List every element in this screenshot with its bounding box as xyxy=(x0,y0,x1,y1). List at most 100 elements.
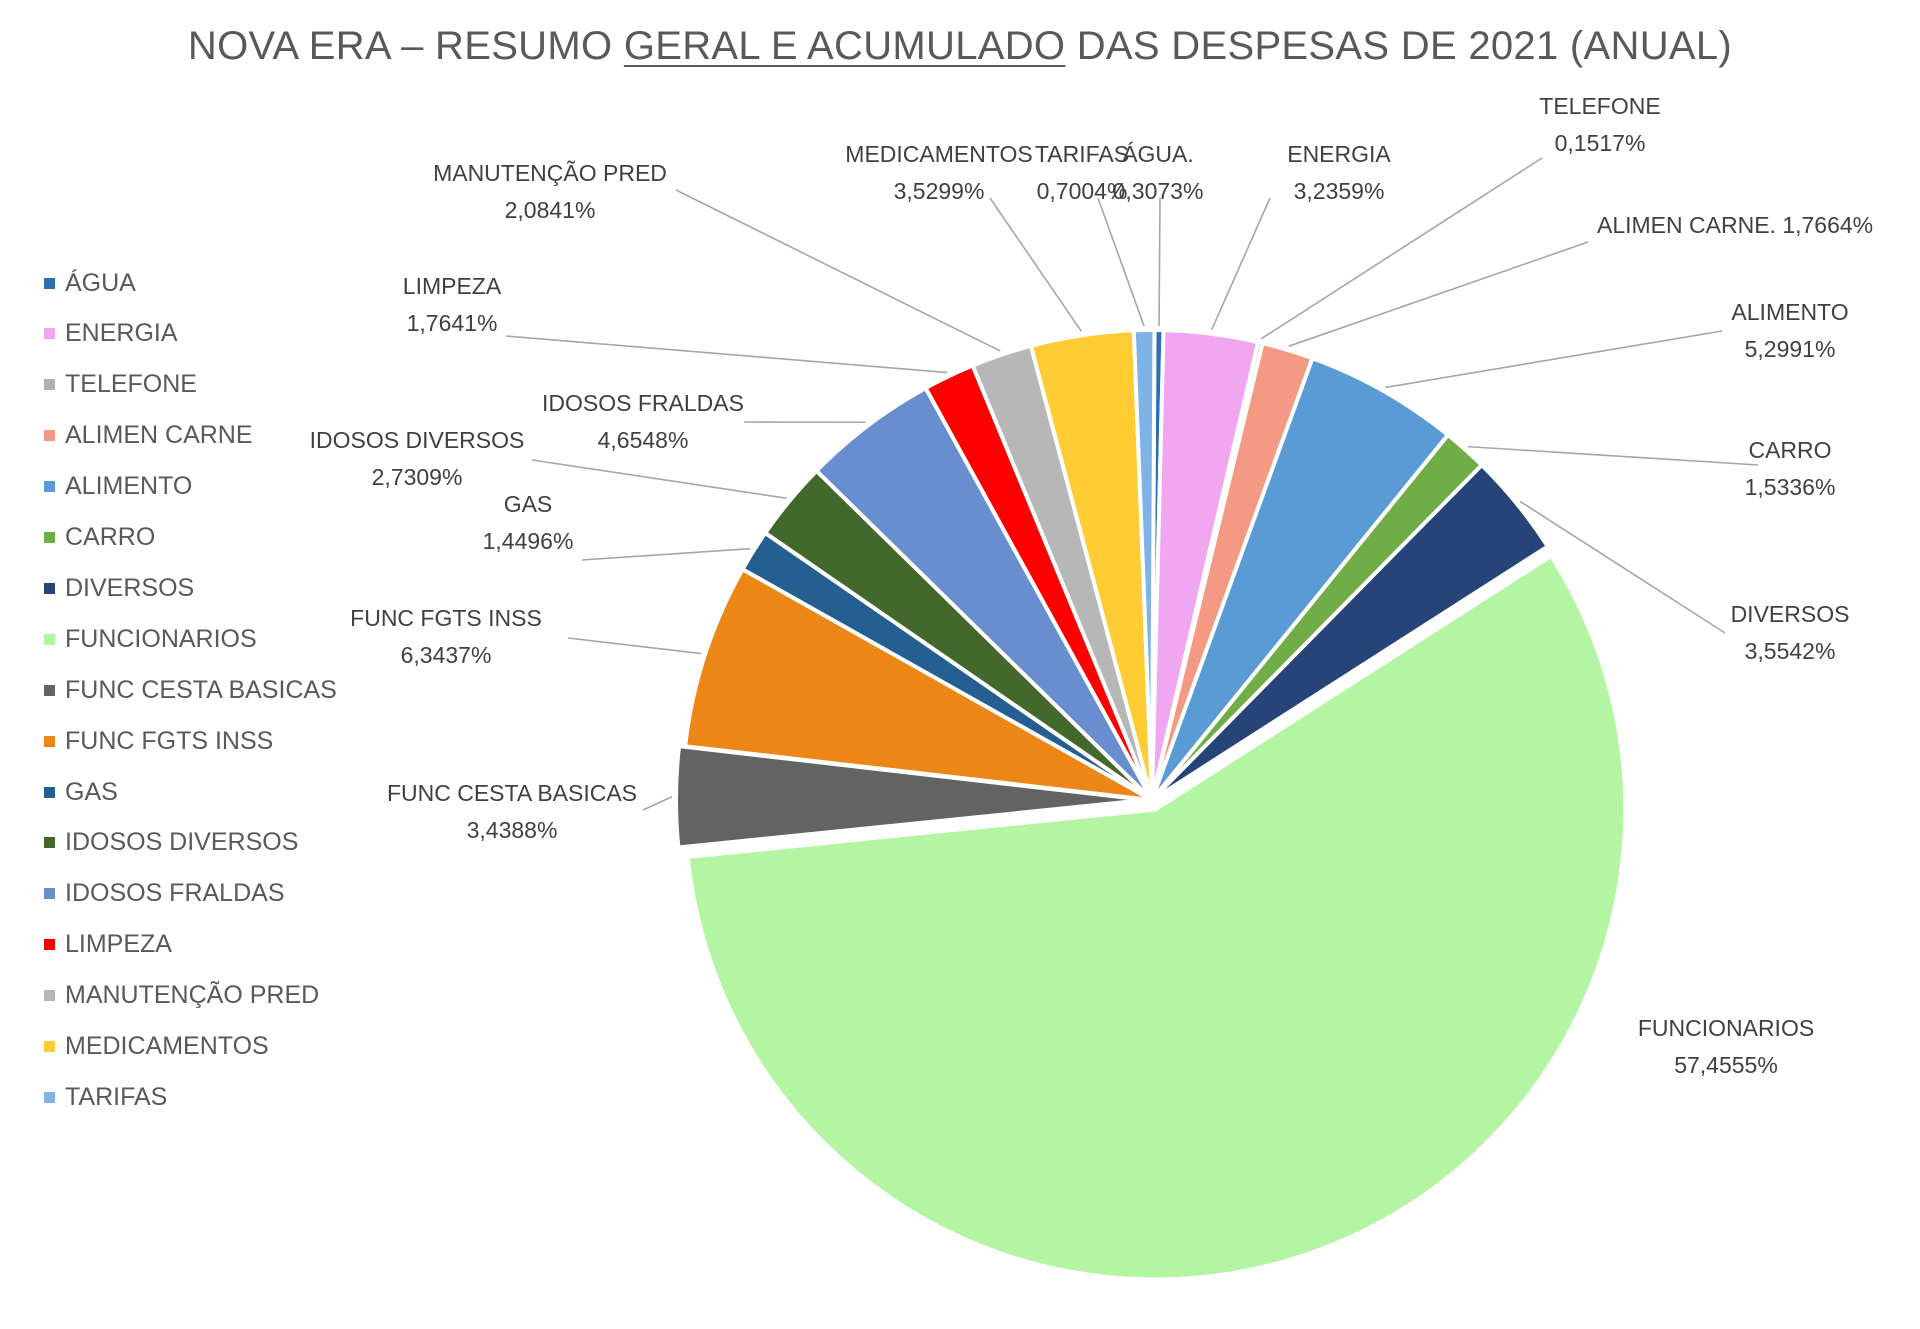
slice-label: TELEFONE xyxy=(1539,93,1660,119)
slice-value-label: 2,7309% xyxy=(372,464,463,490)
leader-line xyxy=(505,335,948,374)
legend-swatch xyxy=(44,684,55,696)
legend-item: IDOSOS DIVERSOS xyxy=(44,826,298,860)
legend-swatch xyxy=(44,786,55,798)
slice-value-label: 3,4388% xyxy=(467,817,558,843)
legend-swatch xyxy=(44,277,55,289)
legend-swatch xyxy=(44,481,55,493)
legend-label: IDOSOS FRALDAS xyxy=(65,879,285,908)
legend-label: IDOSOS DIVERSOS xyxy=(65,828,299,857)
legend-item: MEDICAMENTOS xyxy=(44,1030,269,1064)
leader-line xyxy=(642,796,673,811)
legend-swatch xyxy=(44,328,55,340)
legend-label: FUNC FGTS INSS xyxy=(65,726,274,755)
leader-line xyxy=(675,189,1001,352)
pie-slice xyxy=(1150,356,1451,802)
chart-title-part-3: DAS DESPESAS DE 2021 (ANUAL) xyxy=(1065,24,1733,68)
slice-value-label: 0,7004% xyxy=(1037,178,1128,204)
slice-value-label: 1,5336% xyxy=(1745,474,1836,500)
legend-label: ALIMEN CARNE xyxy=(65,421,253,450)
legend-label: GAS xyxy=(65,777,118,806)
slice-label: IDOSOS FRALDAS xyxy=(542,390,744,416)
slice-value-label: 1,7641% xyxy=(407,310,498,336)
pie-slice xyxy=(1150,463,1550,802)
legend-item: TELEFONE xyxy=(44,368,197,402)
leader-line xyxy=(531,459,787,500)
legend-label: ÁGUA xyxy=(65,268,136,297)
legend-swatch xyxy=(44,379,55,391)
slice-label: MANUTENÇÃO PRED xyxy=(433,160,667,186)
legend-item: FUNCIONARIOS xyxy=(44,622,257,656)
pie-slice xyxy=(685,553,1628,1282)
slice-label: TARIFAS xyxy=(1035,141,1129,167)
slice-value-label: 3,5299% xyxy=(894,178,985,204)
legend-swatch xyxy=(44,1041,55,1052)
chart-title-part-1: NOVA ERA – RESUMO xyxy=(187,24,624,68)
legend-swatch xyxy=(44,888,55,900)
legend-item: DIVERSOS xyxy=(44,571,194,605)
legend-label: ENERGIA xyxy=(65,319,178,348)
legend-swatch xyxy=(44,990,55,1002)
legend-item: GAS xyxy=(44,775,118,809)
slice-label: FUNC FGTS INSS xyxy=(350,605,542,631)
legend-swatch xyxy=(44,582,55,594)
slice-label: ALIMEN CARNE. 1,7664% xyxy=(1597,212,1873,238)
legend-swatch xyxy=(44,532,55,543)
legend-label: CARRO xyxy=(65,523,156,551)
legend-label: LIMPEZA xyxy=(65,930,172,959)
leader-line xyxy=(1519,500,1726,634)
leader-line xyxy=(1385,330,1723,389)
slice-label: GAS xyxy=(504,491,553,517)
slice-label: FUNCIONARIOS xyxy=(1638,1015,1814,1041)
slice-value-label: 1,4496% xyxy=(483,528,574,554)
pie-slice xyxy=(1131,328,1157,802)
legend-swatch xyxy=(44,735,55,747)
legend-item: LIMPEZA xyxy=(44,928,172,962)
legend-label: FUNC CESTA BASICAS xyxy=(65,675,337,704)
leader-line xyxy=(581,547,751,561)
legend-label: ALIMENTO xyxy=(65,472,193,501)
slice-label: CARRO xyxy=(1748,437,1831,463)
legend-swatch xyxy=(44,837,55,849)
slice-value-label: 3,5542% xyxy=(1745,638,1836,664)
leader-line xyxy=(1158,197,1161,327)
legend-item: FUNC CESTA BASICAS xyxy=(44,673,337,707)
slice-value-label: 0,3073% xyxy=(1113,178,1204,204)
leader-line xyxy=(567,637,702,655)
legend-item: CARRO xyxy=(44,521,155,555)
slice-label: IDOSOS DIVERSOS xyxy=(310,427,525,453)
legend-item: IDOSOS FRALDAS xyxy=(44,877,285,911)
slice-value-label: 4,6548% xyxy=(598,427,689,453)
slice-value-label: 6,3437% xyxy=(401,642,492,668)
leader-line xyxy=(1288,241,1589,347)
legend-label: MEDICAMENTOS xyxy=(65,1032,269,1060)
leader-line xyxy=(1210,197,1271,331)
legend-label: TELEFONE xyxy=(65,370,197,399)
legend-item: ENERGIA xyxy=(44,317,178,351)
slice-label: DIVERSOS xyxy=(1731,601,1850,627)
legend-label: MANUTENÇÃO PRED xyxy=(65,981,320,1010)
legend-item: ÁGUA xyxy=(44,266,136,300)
leader-line xyxy=(1260,157,1543,340)
legend-label: TARIFAS xyxy=(65,1082,168,1111)
pie-slice xyxy=(683,567,1154,802)
chart-title-part-2: GERAL E ACUMULADO xyxy=(623,24,1066,68)
legend-swatch xyxy=(44,430,55,442)
legend-item: ALIMEN CARNE xyxy=(44,419,253,453)
leader-line xyxy=(989,197,1082,332)
slice-value-label: 57,4555% xyxy=(1674,1052,1778,1078)
slice-label: ÁGUA. xyxy=(1122,141,1194,167)
chart-title: NOVA ERA – RESUMO GERAL E ACUMULADO DAS … xyxy=(0,24,1920,69)
slice-label: ENERGIA xyxy=(1287,141,1391,167)
slice-value-label: 3,2359% xyxy=(1294,178,1385,204)
legend-swatch xyxy=(44,1091,55,1103)
slice-label: ALIMENTO xyxy=(1731,299,1848,325)
slice-value-label: 5,2991% xyxy=(1745,336,1836,362)
slice-label: MEDICAMENTOS xyxy=(845,141,1032,167)
pie-slice xyxy=(674,744,1148,850)
legend-label: FUNCIONARIOS xyxy=(65,624,257,653)
legend-item: ALIMENTO xyxy=(44,470,192,504)
slice-value-label: 0,1517% xyxy=(1555,130,1646,156)
